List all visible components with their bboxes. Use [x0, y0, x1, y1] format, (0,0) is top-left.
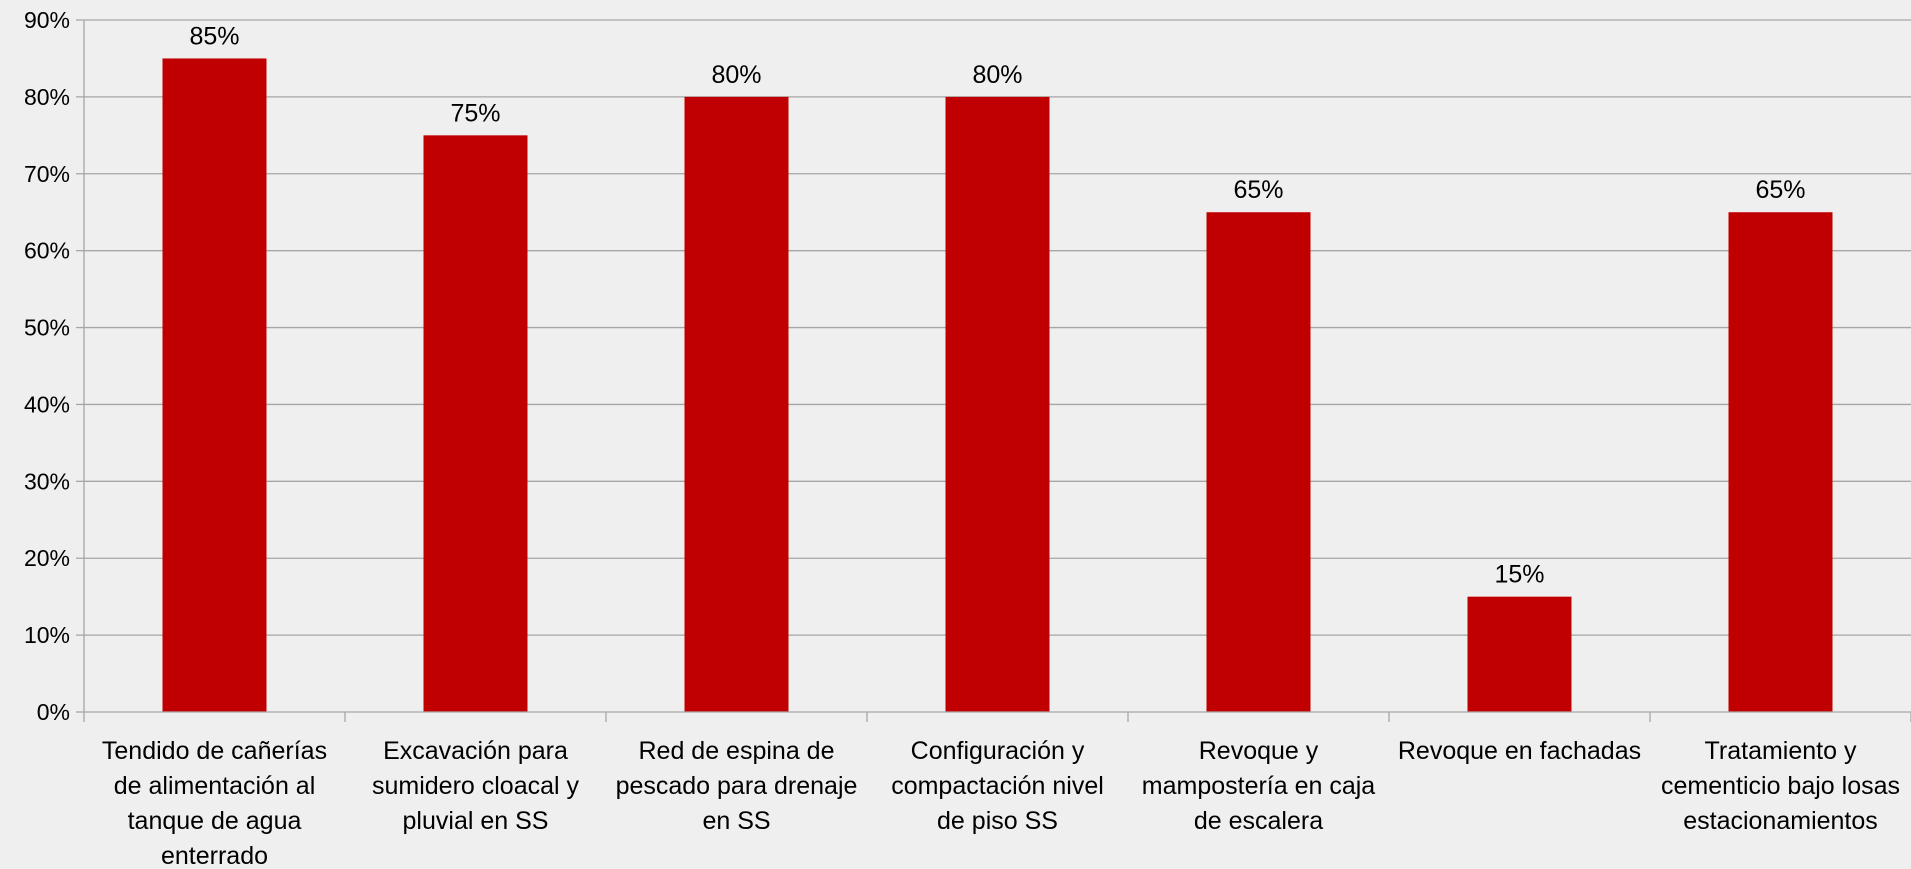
y-tick-label: 80%: [24, 84, 70, 110]
x-category-line: Configuración y: [911, 737, 1085, 765]
y-tick-label: 70%: [24, 161, 70, 187]
bars: [162, 58, 1833, 713]
x-category-label: Tratamiento y cementicio bajo losas estaci…: [1661, 737, 1900, 835]
data-label: 65%: [1755, 176, 1805, 204]
x-category-line: compactación nivel: [891, 772, 1104, 800]
y-tick-label: 30%: [24, 468, 70, 494]
bar: [423, 135, 528, 713]
y-tick-label: 0%: [37, 699, 70, 725]
x-category-line: Red de espina de: [639, 737, 835, 765]
x-category-line: mampostería en caja: [1142, 772, 1376, 800]
x-category-line: Excavación para: [383, 737, 568, 765]
bar: [1467, 596, 1572, 712]
y-axis-ticks: 0% 10% 20% 30% 40% 50% 60% 70% 80% 90%: [24, 7, 70, 725]
x-category-label: Excavación para sumidero cloacal y pluvial…: [372, 737, 580, 835]
x-category-label: Red de espina de pescado para drenaje en S…: [616, 737, 858, 835]
data-label: 75%: [450, 99, 500, 127]
x-category-line: de piso SS: [937, 807, 1058, 835]
y-tick-label: 90%: [24, 7, 70, 33]
x-category-line: pluvial en SS: [403, 807, 549, 835]
x-axis-categories: Tendido de cañerías de alimentación al tan…: [102, 737, 1900, 869]
data-labels: 85% 75% 80% 80% 65% 15% 65%: [189, 22, 1805, 588]
y-tick-label: 20%: [24, 545, 70, 571]
x-category-label: Configuración y compactación nivel de piso…: [891, 737, 1104, 835]
bar: [1206, 212, 1311, 712]
y-tick-label: 10%: [24, 622, 70, 648]
y-tick-label: 60%: [24, 238, 70, 264]
x-category-label: Tendido de cañerías de alimentación al tan…: [102, 737, 327, 869]
data-label: 80%: [711, 61, 761, 89]
bar: [1728, 212, 1833, 712]
x-category-line: enterrado: [161, 842, 268, 869]
bar: [684, 96, 789, 712]
x-category-line: de escalera: [1194, 807, 1323, 835]
bar: [945, 96, 1050, 712]
data-label: 65%: [1233, 176, 1283, 204]
x-category-line: en SS: [702, 807, 770, 835]
x-category-line: Revoque en fachadas: [1398, 737, 1641, 765]
axes: [76, 19, 1911, 722]
x-category-line: tanque de agua: [128, 807, 302, 835]
data-label: 15%: [1494, 561, 1544, 589]
x-category-label: Revoque y mampostería en caja de escalera: [1142, 737, 1376, 835]
x-category-line: estacionamientos: [1683, 807, 1878, 835]
bar: [162, 58, 267, 712]
data-label: 80%: [972, 61, 1022, 89]
x-category-line: Tendido de cañerías: [102, 737, 327, 765]
data-label: 85%: [189, 22, 239, 50]
x-category-line: cementicio bajo losas: [1661, 772, 1900, 800]
x-category-line: de alimentación al: [114, 772, 316, 800]
x-category-line: Revoque y: [1199, 737, 1319, 765]
x-category-line: sumidero cloacal y: [372, 772, 580, 800]
x-category-line: Tratamiento y: [1705, 737, 1857, 765]
y-tick-label: 50%: [24, 315, 70, 341]
x-category-label: Revoque en fachadas: [1398, 737, 1641, 765]
x-category-line: pescado para drenaje: [616, 772, 858, 800]
y-tick-label: 40%: [24, 391, 70, 417]
